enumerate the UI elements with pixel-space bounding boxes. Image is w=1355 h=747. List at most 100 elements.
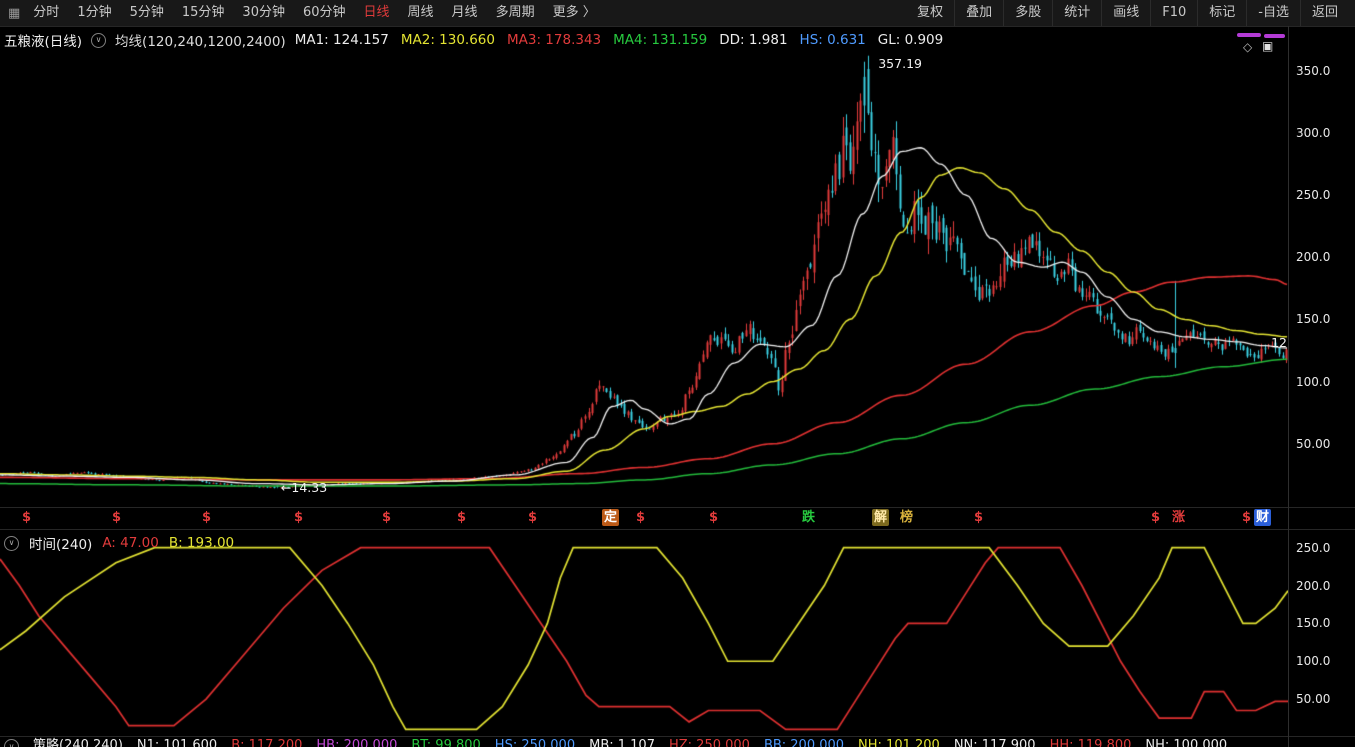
event-badge[interactable]: $ — [636, 510, 646, 525]
indicator-value: MA2: 130.660 — [400, 32, 495, 48]
y-axis-label: 200.0 — [1296, 250, 1331, 265]
event-badge[interactable]: 定 — [602, 509, 620, 526]
bottom-strip-token: 策略(240,240) — [33, 738, 123, 747]
toolbar-item-right-2[interactable]: 多股 — [1003, 0, 1052, 26]
y-axis-label: 50.00 — [1296, 436, 1331, 451]
event-badge[interactable]: $ — [528, 510, 538, 525]
toolbar-item-right-7[interactable]: -自选 — [1246, 0, 1300, 26]
indicator-b-value: B: 193.00 — [168, 535, 235, 551]
toolbar-item-left-2[interactable]: 5分钟 — [129, 5, 164, 20]
toolbar-left-items: 分时 1分钟 5分钟 15分钟 30分钟 60分钟 日线 周线 月线 多周期 更多 〉 — [24, 0, 604, 26]
toolbar-item-right-8[interactable]: 返回 — [1299, 0, 1349, 26]
highlight-mark — [1237, 33, 1261, 37]
toolbar-item-left-3[interactable]: 15分钟 — [181, 5, 225, 20]
event-badge[interactable]: $ — [457, 510, 467, 525]
bottom-strip-token: B: 117.200 — [231, 738, 303, 747]
event-badge[interactable]: $ — [709, 510, 719, 525]
highlight-mark — [1264, 34, 1285, 38]
bottom-strip-token: BT: 99.800 — [411, 738, 481, 747]
event-badge[interactable]: $ — [294, 510, 304, 525]
indicator-header: ∨ 时间(240) A: 47.00 B: 193.00 — [4, 533, 234, 553]
event-badge[interactable]: $ — [1151, 510, 1161, 525]
toolbar-right-items: 复权 叠加 多股 统计 画线 F10 标记 -自选 返回 — [906, 0, 1349, 26]
y-axis-label: 200.0 — [1296, 578, 1331, 593]
info-values: MA1: 124.157 MA2: 130.660 MA3: 178.343 MA4:… — [295, 32, 944, 48]
bottom-strip-token: HS: 250.000 — [494, 738, 576, 747]
indicator-a-value: A: 47.00 — [102, 535, 159, 551]
y-axis-label: 100.0 — [1296, 374, 1331, 389]
diamond-tool-icon[interactable]: ◇ — [1243, 40, 1253, 54]
event-badge[interactable]: $ — [112, 510, 122, 525]
indicator-chart-canvas[interactable] — [0, 531, 1288, 737]
indicator-value: MA1: 124.157 — [294, 32, 389, 48]
toolbar-item-left-4[interactable]: 30分钟 — [242, 5, 285, 20]
event-badge-row: $ $ $ $ $ $ $ 定 $ $ 跌解榜 $ $ 涨 $ 财 — [0, 508, 1288, 529]
ma-settings-label[interactable]: 均线(120,240,1200,2400) — [115, 34, 286, 50]
panel-toggle-icon[interactable]: ▣ — [1262, 39, 1274, 53]
event-badge[interactable]: 解 — [872, 509, 890, 526]
toolbar-item-left-0[interactable]: 分时 — [33, 5, 60, 20]
axis-border — [1288, 26, 1289, 747]
toolbar-separator — [0, 26, 1355, 27]
y-axis-label: 300.0 — [1296, 125, 1331, 140]
event-badge[interactable]: $ — [22, 510, 32, 525]
toolbar-item-right-1[interactable]: 叠加 — [954, 0, 1003, 26]
event-badge[interactable]: $ — [202, 510, 212, 525]
event-badge[interactable]: $ — [382, 510, 392, 525]
indicator-value: MA3: 178.343 — [506, 32, 602, 48]
badge-row-separator — [0, 529, 1355, 530]
event-badge[interactable]: 榜 — [900, 510, 914, 525]
toolbar-item-left-10[interactable]: 更多 〉 — [552, 5, 596, 20]
toolbar-item-left-5[interactable]: 60分钟 — [302, 5, 346, 20]
toolbar-item-right-3[interactable]: 统计 — [1052, 0, 1101, 26]
y-axis-label: 100.0 — [1296, 654, 1331, 669]
bottom-strip-token: NH: 100.000 — [1145, 738, 1228, 747]
toolbar-item-right-5[interactable]: F10 — [1150, 0, 1197, 26]
y-axis-label: 150.0 — [1296, 312, 1331, 327]
info-bar: 五粮液(日线) ∨ 均线(120,240,1200,2400) MA1: 124… — [4, 30, 943, 50]
event-badge[interactable]: 跌 — [802, 510, 816, 525]
toolbar-item-left-9[interactable]: 多周期 — [495, 5, 535, 20]
bottom-strip-tokens: 策略(240,240) N1: 101.600 B: 117.200 HB: 200.… — [33, 737, 1227, 747]
toolbar-item-left-7[interactable]: 周线 — [407, 5, 434, 20]
toolbar-item-left-1[interactable]: 1分钟 — [77, 5, 112, 20]
toolbar-item-left-6[interactable]: 日线 — [363, 5, 390, 20]
collapse-indicator-icon[interactable]: ∨ — [4, 535, 19, 551]
event-badge[interactable]: $ — [974, 510, 984, 525]
indicator-panel-separator — [0, 736, 1355, 737]
collapse-main-icon[interactable]: ∨ — [91, 32, 107, 48]
toolbar-item-right-4[interactable]: 画线 — [1101, 0, 1150, 26]
event-badge[interactable]: 涨 — [1172, 510, 1186, 525]
y-axis-label: 250.0 — [1296, 540, 1331, 555]
toolbar-item-right-0[interactable]: 复权 — [917, 5, 944, 20]
y-axis-label: 350.0 — [1296, 63, 1331, 78]
stock-title: 五粮液(日线) — [4, 34, 83, 50]
price-panel-separator — [0, 507, 1355, 508]
toolbar-item-right-6[interactable]: 标记 — [1197, 0, 1246, 26]
y-axis-label: 150.0 — [1296, 616, 1331, 631]
indicator-value: DD: 1.981 — [719, 32, 788, 48]
y-axis-label: 50.00 — [1296, 692, 1331, 707]
toolbar-item-left-8[interactable]: 月线 — [451, 5, 478, 20]
bottom-strip-token: BB: 200.000 — [763, 738, 845, 747]
y-axis-label: 250.0 — [1296, 188, 1331, 203]
bottom-strip-token: HH: 119.800 — [1049, 738, 1132, 747]
top-toolbar: ▦ 分时 1分钟 5分钟 15分钟 30分钟 60分钟 日线 周线 月线 多周期 更多 〉 复权 叠加… — [0, 0, 1355, 26]
price-axis: 350.0 300.0 250.0 200.0 150.0 100.0 50.00 — [1288, 0, 1355, 747]
bottom-strip-token: NH: 101.200 — [858, 738, 940, 747]
indicator-value: HS: 0.631 — [799, 32, 866, 48]
bottom-strip-token: HZ: 250.000 — [668, 738, 750, 747]
indicator-axis: 250.0 200.0 150.0 100.0 50.00 — [1288, 0, 1355, 747]
indicator-name[interactable]: 时间(240) — [29, 537, 93, 553]
bottom-strip: ∨ 策略(240,240) N1: 101.600 B: 117.200 HB: 20… — [4, 737, 1288, 747]
indicator-value: MA4: 131.159 — [613, 32, 708, 48]
bottom-strip-token: NN: 117.900 — [953, 738, 1036, 747]
indicator-value: GL: 0.909 — [877, 32, 944, 48]
event-badge[interactable]: 财 — [1254, 509, 1272, 526]
bottom-strip-token: HB: 200.000 — [316, 738, 398, 747]
event-badge[interactable]: $ — [1242, 510, 1252, 525]
price-chart-canvas[interactable] — [0, 52, 1288, 506]
collapse-bottom-icon[interactable]: ∨ — [4, 739, 19, 747]
window-icon[interactable]: ▦ — [8, 5, 21, 21]
